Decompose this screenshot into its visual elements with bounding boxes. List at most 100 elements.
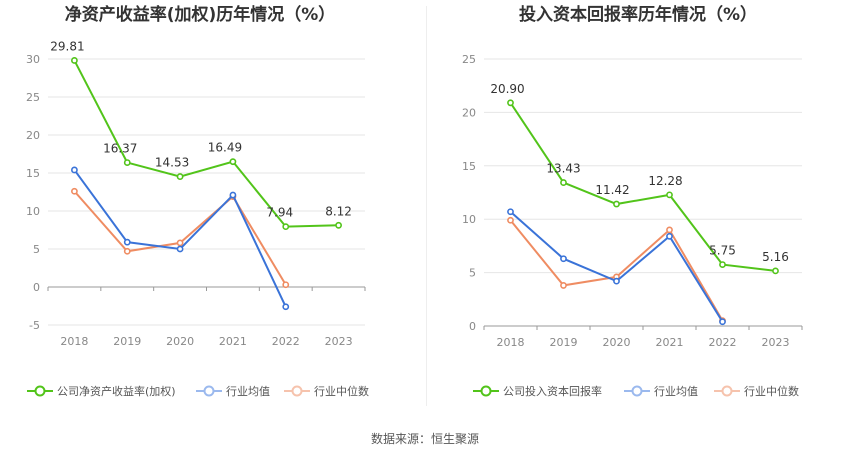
x-tick-label: 2023	[325, 335, 353, 348]
y-tick-label: 20	[462, 106, 476, 119]
data-point	[71, 57, 78, 64]
data-label: 5.16	[762, 250, 789, 264]
data-point	[71, 166, 78, 174]
y-tick-label: 15	[26, 167, 40, 180]
y-tick-label: 0	[33, 281, 40, 294]
data-point	[229, 158, 237, 166]
legend-item: 公司净资产收益率(加权)	[27, 384, 176, 398]
data-point	[282, 223, 290, 231]
data-point	[772, 267, 779, 275]
data-label: 16.37	[103, 142, 137, 156]
data-label: 29.81	[50, 39, 84, 53]
chart-1: 净资产收益率(加权)历年情况（%） -5 0 5 10 15 20 25 30 2018 2019 2…	[26, 4, 369, 398]
panel-divider	[426, 6, 427, 406]
x-tick-label: 2018	[497, 336, 525, 349]
data-point	[560, 282, 567, 289]
data-point	[613, 200, 620, 208]
data-point	[123, 238, 131, 246]
data-label: 16.49	[208, 141, 242, 155]
series-3	[507, 216, 726, 325]
y-tick-label: -5	[29, 319, 40, 332]
legend-marker	[631, 385, 643, 397]
legend-marker	[203, 385, 215, 397]
data-point	[176, 239, 184, 247]
data-label: 8.12	[325, 204, 352, 218]
chart-title: 投入资本回报率历年情况（%）	[519, 4, 757, 25]
legend-label: 公司投入资本回报率	[503, 384, 602, 398]
series-2	[507, 208, 726, 326]
chart-title: 净资产收益率(加权)历年情况（%）	[65, 4, 336, 25]
legend-label: 行业均值	[226, 385, 270, 398]
series-1: 29.81 16.37 14.53 16.49 7.94 8.12	[50, 39, 352, 231]
x-tick-label: 2022	[272, 335, 300, 348]
legend-marker	[291, 385, 303, 397]
data-label: 13.43	[546, 162, 580, 176]
legend: 公司投入资本回报率 行业均值 行业中位数	[473, 384, 799, 398]
data-point	[507, 208, 514, 216]
y-tick-label: 25	[26, 91, 40, 104]
x-tick-label: 2022	[709, 336, 737, 349]
chart-2: 投入资本回报率历年情况（%） 0 5 10 15 20 25 2018 2019 2020 2021…	[462, 4, 803, 398]
y-tick-label: 10	[462, 213, 476, 226]
data-point	[335, 221, 342, 229]
y-tick-label: 25	[462, 53, 476, 66]
series-2	[71, 166, 290, 311]
legend-item: 行业中位数	[714, 384, 799, 398]
data-point	[666, 232, 673, 240]
data-point	[507, 99, 514, 107]
data-point	[560, 179, 567, 186]
series-line	[73, 59, 339, 228]
data-point	[176, 173, 184, 180]
data-point	[123, 159, 131, 166]
x-tick-label: 2019	[550, 336, 578, 349]
y-tick-label: 30	[26, 53, 40, 66]
data-point	[613, 277, 620, 285]
y-tick-label: 20	[26, 129, 40, 142]
data-point	[560, 255, 567, 263]
data-point	[123, 247, 131, 255]
legend-marker	[34, 385, 46, 397]
legend-item: 行业均值	[196, 385, 270, 398]
y-tick-label: 10	[26, 205, 40, 218]
y-tick-label: 15	[462, 160, 476, 173]
series-1: 20.90 13.43 11.42 12.28 5.75 5.16	[490, 82, 789, 275]
legend-item: 公司投入资本回报率	[473, 384, 602, 398]
legend-label: 公司净资产收益率(加权)	[57, 384, 176, 398]
legend-marker	[480, 385, 492, 397]
x-tick-label: 2021	[656, 336, 684, 349]
x-tick-label: 2021	[219, 335, 247, 348]
legend-label: 行业均值	[654, 385, 698, 398]
data-point	[229, 191, 237, 199]
data-label: 7.94	[266, 206, 293, 220]
data-point	[176, 245, 184, 253]
legend: 公司净资产收益率(加权) 行业均值 行业中位数	[27, 384, 369, 398]
legend-label: 行业中位数	[744, 384, 799, 398]
data-label: 20.90	[490, 82, 524, 96]
series-line	[73, 169, 287, 308]
data-point	[719, 318, 726, 326]
series-3	[71, 187, 290, 289]
data-source-label: 数据来源：恒生聚源	[370, 432, 479, 446]
x-tick-label: 2020	[603, 336, 631, 349]
data-point	[282, 281, 290, 289]
y-tick-label: 0	[469, 320, 476, 333]
x-tick-label: 2019	[113, 335, 141, 348]
data-point	[666, 226, 673, 234]
data-point	[71, 187, 78, 195]
data-label: 14.53	[155, 156, 189, 170]
legend-item: 行业中位数	[284, 384, 369, 398]
legend-label: 行业中位数	[314, 384, 369, 398]
y-tick-label: 5	[33, 243, 40, 256]
data-label: 11.42	[595, 183, 629, 197]
series-line	[509, 102, 776, 272]
data-label: 12.28	[648, 174, 682, 188]
data-label: 5.75	[709, 244, 736, 258]
legend-item: 行业均值	[624, 385, 698, 398]
data-point	[666, 191, 673, 199]
data-point	[282, 303, 290, 311]
x-tick-label: 2018	[60, 335, 88, 348]
x-tick-label: 2023	[762, 336, 790, 349]
legend-marker	[721, 385, 733, 397]
